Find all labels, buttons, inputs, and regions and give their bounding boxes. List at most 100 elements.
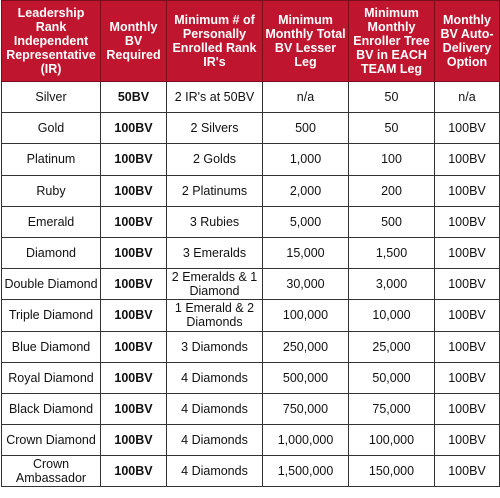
header-leadership-rank: Leadership Rank Independent Representati…: [1, 0, 101, 82]
autodelivery-cell: 100BV: [434, 236, 500, 270]
bv-cell: 100BV: [100, 174, 167, 207]
autodelivery-cell: 100BV: [434, 424, 500, 457]
team-leg-cell: 100: [348, 143, 435, 176]
autodelivery-cell: 100BV: [434, 143, 500, 176]
autodelivery-cell: 100BV: [434, 330, 500, 363]
header-autodelivery: Monthly BV Auto-Delivery Option: [434, 0, 500, 82]
autodelivery-cell: 100BV: [434, 268, 500, 301]
lesser-leg-cell: 5,000: [262, 205, 349, 238]
table-row: Crown Ambassador 100BV 4 Diamonds 1,500,000…: [1, 455, 500, 488]
lesser-leg-cell: 1,000: [262, 143, 349, 176]
team-leg-cell: 100,000: [348, 424, 435, 457]
autodelivery-cell: 100BV: [434, 299, 500, 332]
lesser-leg-cell: 1,500,000: [262, 455, 349, 488]
table-header: Leadership Rank Independent Representati…: [1, 0, 500, 82]
team-leg-cell: 25,000: [348, 330, 435, 363]
enrolled-cell: 3 Emeralds: [166, 236, 263, 270]
autodelivery-cell: 100BV: [434, 392, 500, 426]
rank-cell: Ruby: [1, 174, 101, 207]
rank-cell: Crown Ambassador: [1, 455, 101, 488]
lesser-leg-cell: n/a: [262, 80, 349, 114]
lesser-leg-cell: 100,000: [262, 299, 349, 332]
leadership-rank-table: Leadership Rank Independent Representati…: [1, 0, 500, 488]
enrolled-cell: 2 IR's at 50BV: [166, 80, 263, 114]
bv-cell: 100BV: [100, 112, 167, 145]
enrolled-cell: 4 Diamonds: [166, 361, 263, 394]
team-leg-cell: 50,000: [348, 361, 435, 394]
bv-cell: 100BV: [100, 205, 167, 238]
bv-cell: 100BV: [100, 424, 167, 457]
table-row: Black Diamond 100BV 4 Diamonds 750,000 75,00…: [1, 392, 500, 426]
bv-cell: 100BV: [100, 455, 167, 488]
lesser-leg-cell: 15,000: [262, 236, 349, 270]
lesser-leg-cell: 30,000: [262, 268, 349, 301]
enrolled-cell: 3 Diamonds: [166, 330, 263, 363]
rank-cell: Double Diamond: [1, 268, 101, 301]
table-row: Platinum 100BV 2 Golds 1,000 100 100BV: [1, 143, 500, 176]
bv-cell: 50BV: [100, 80, 167, 114]
header-min-enrolled: Minimum # of Personally Enrolled Rank IR…: [166, 0, 263, 82]
bv-cell: 100BV: [100, 143, 167, 176]
table-row: Diamond 100BV 3 Emeralds 15,000 1,500 100BV: [1, 236, 500, 270]
team-leg-cell: 3,000: [348, 268, 435, 301]
bv-cell: 100BV: [100, 236, 167, 270]
header-row: Leadership Rank Independent Representati…: [1, 0, 500, 82]
rank-cell: Blue Diamond: [1, 330, 101, 363]
enrolled-cell: 4 Diamonds: [166, 424, 263, 457]
team-leg-cell: 50: [348, 112, 435, 145]
table-row: Royal Diamond 100BV 4 Diamonds 500,000 50,00…: [1, 361, 500, 394]
rank-cell: Diamond: [1, 236, 101, 270]
team-leg-cell: 10,000: [348, 299, 435, 332]
rank-cell: Platinum: [1, 143, 101, 176]
enrolled-cell: 2 Emeralds & 1 Diamond: [166, 268, 263, 301]
autodelivery-cell: 100BV: [434, 112, 500, 145]
rank-cell: Gold: [1, 112, 101, 145]
rank-cell: Royal Diamond: [1, 361, 101, 394]
table-row: Triple Diamond 100BV 1 Emerald & 2 Diamond…: [1, 299, 500, 332]
bv-cell: 100BV: [100, 330, 167, 363]
bv-cell: 100BV: [100, 299, 167, 332]
rank-cell: Crown Diamond: [1, 424, 101, 457]
header-team-leg: Minimum Monthly Enroller Tree BV in EACH…: [348, 0, 435, 82]
team-leg-cell: 50: [348, 80, 435, 114]
header-monthly-bv: Monthly BV Required: [100, 0, 167, 82]
header-lesser-leg: Minimum Monthly Total BV Lesser Leg: [262, 0, 349, 82]
autodelivery-cell: 100BV: [434, 361, 500, 394]
autodelivery-cell: 100BV: [434, 455, 500, 488]
table-row: Emerald 100BV 3 Rubies 5,000 500 100BV: [1, 205, 500, 238]
team-leg-cell: 75,000: [348, 392, 435, 426]
table-row: Blue Diamond 100BV 3 Diamonds 250,000 25,000…: [1, 330, 500, 363]
table-row: Double Diamond 100BV 2 Emeralds & 1 Diamon…: [1, 268, 500, 301]
enrolled-cell: 2 Golds: [166, 143, 263, 176]
team-leg-cell: 200: [348, 174, 435, 207]
table-row: Gold 100BV 2 Silvers 500 50 100BV: [1, 112, 500, 145]
autodelivery-cell: 100BV: [434, 205, 500, 238]
lesser-leg-cell: 750,000: [262, 392, 349, 426]
lesser-leg-cell: 500: [262, 112, 349, 145]
table-row: Silver 50BV 2 IR's at 50BV n/a 50 n/a: [1, 80, 500, 114]
table-row: Ruby 100BV 2 Platinums 2,000 200 100BV: [1, 174, 500, 207]
team-leg-cell: 150,000: [348, 455, 435, 488]
bv-cell: 100BV: [100, 361, 167, 394]
table-row: Crown Diamond 100BV 4 Diamonds 1,000,000 100…: [1, 424, 500, 457]
rank-cell: Black Diamond: [1, 392, 101, 426]
enrolled-cell: 4 Diamonds: [166, 392, 263, 426]
lesser-leg-cell: 2,000: [262, 174, 349, 207]
rank-cell: Silver: [1, 80, 101, 114]
lesser-leg-cell: 1,000,000: [262, 424, 349, 457]
autodelivery-cell: 100BV: [434, 174, 500, 207]
team-leg-cell: 1,500: [348, 236, 435, 270]
rank-cell: Triple Diamond: [1, 299, 101, 332]
bv-cell: 100BV: [100, 392, 167, 426]
enrolled-cell: 1 Emerald & 2 Diamonds: [166, 299, 263, 332]
enrolled-cell: 2 Silvers: [166, 112, 263, 145]
lesser-leg-cell: 500,000: [262, 361, 349, 394]
table-body: Silver 50BV 2 IR's at 50BV n/a 50 n/a Gold 100…: [1, 80, 500, 488]
enrolled-cell: 3 Rubies: [166, 205, 263, 238]
rank-cell: Emerald: [1, 205, 101, 238]
enrolled-cell: 2 Platinums: [166, 174, 263, 207]
team-leg-cell: 500: [348, 205, 435, 238]
enrolled-cell: 4 Diamonds: [166, 455, 263, 488]
autodelivery-cell: n/a: [434, 80, 500, 114]
lesser-leg-cell: 250,000: [262, 330, 349, 363]
